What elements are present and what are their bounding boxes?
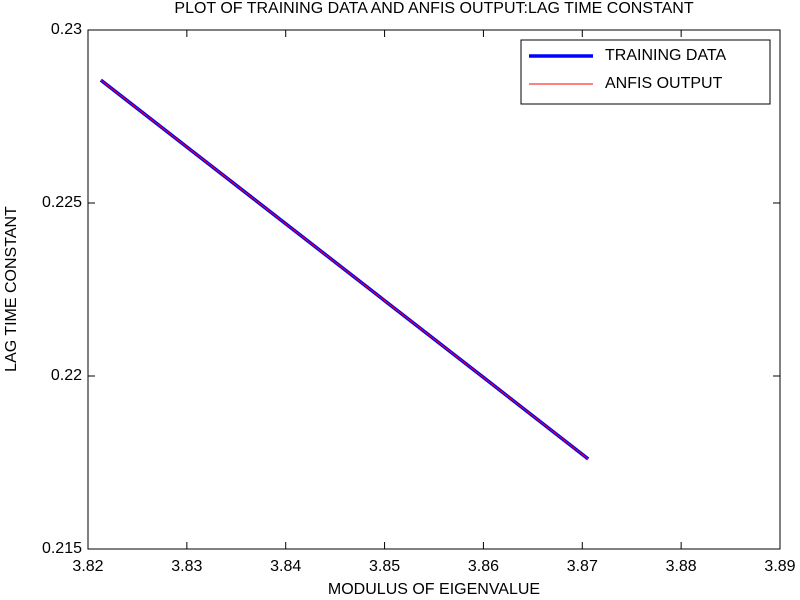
x-axis-label: MODULUS OF EIGENVALUE (328, 581, 540, 598)
x-tick-label: 3.86 (468, 558, 499, 575)
chart-title: PLOT OF TRAINING DATA AND ANFIS OUTPUT:L… (174, 0, 693, 17)
plot-area (87, 29, 781, 550)
y-tick-label: 0.225 (42, 194, 82, 211)
legend-box (520, 39, 771, 105)
x-tick-label: 3.85 (369, 558, 400, 575)
x-tick-label: 3.82 (72, 558, 103, 575)
x-tick-label: 3.87 (567, 558, 598, 575)
x-tick-label: 3.84 (270, 558, 301, 575)
data-line (100, 79, 589, 460)
y-tick-label: 0.23 (51, 21, 82, 38)
x-tick-label: 3.83 (171, 558, 202, 575)
x-tick-label: 3.89 (764, 558, 795, 575)
y-tick-label: 0.22 (51, 367, 82, 384)
legend-label: ANFIS OUTPUT (605, 75, 723, 92)
legend-label: TRAINING DATA (605, 47, 727, 64)
x-tick-label: 3.88 (666, 558, 697, 575)
y-tick-label: 0.215 (42, 540, 82, 557)
y-axis-label: LAG TIME CONSTANT (3, 206, 20, 372)
